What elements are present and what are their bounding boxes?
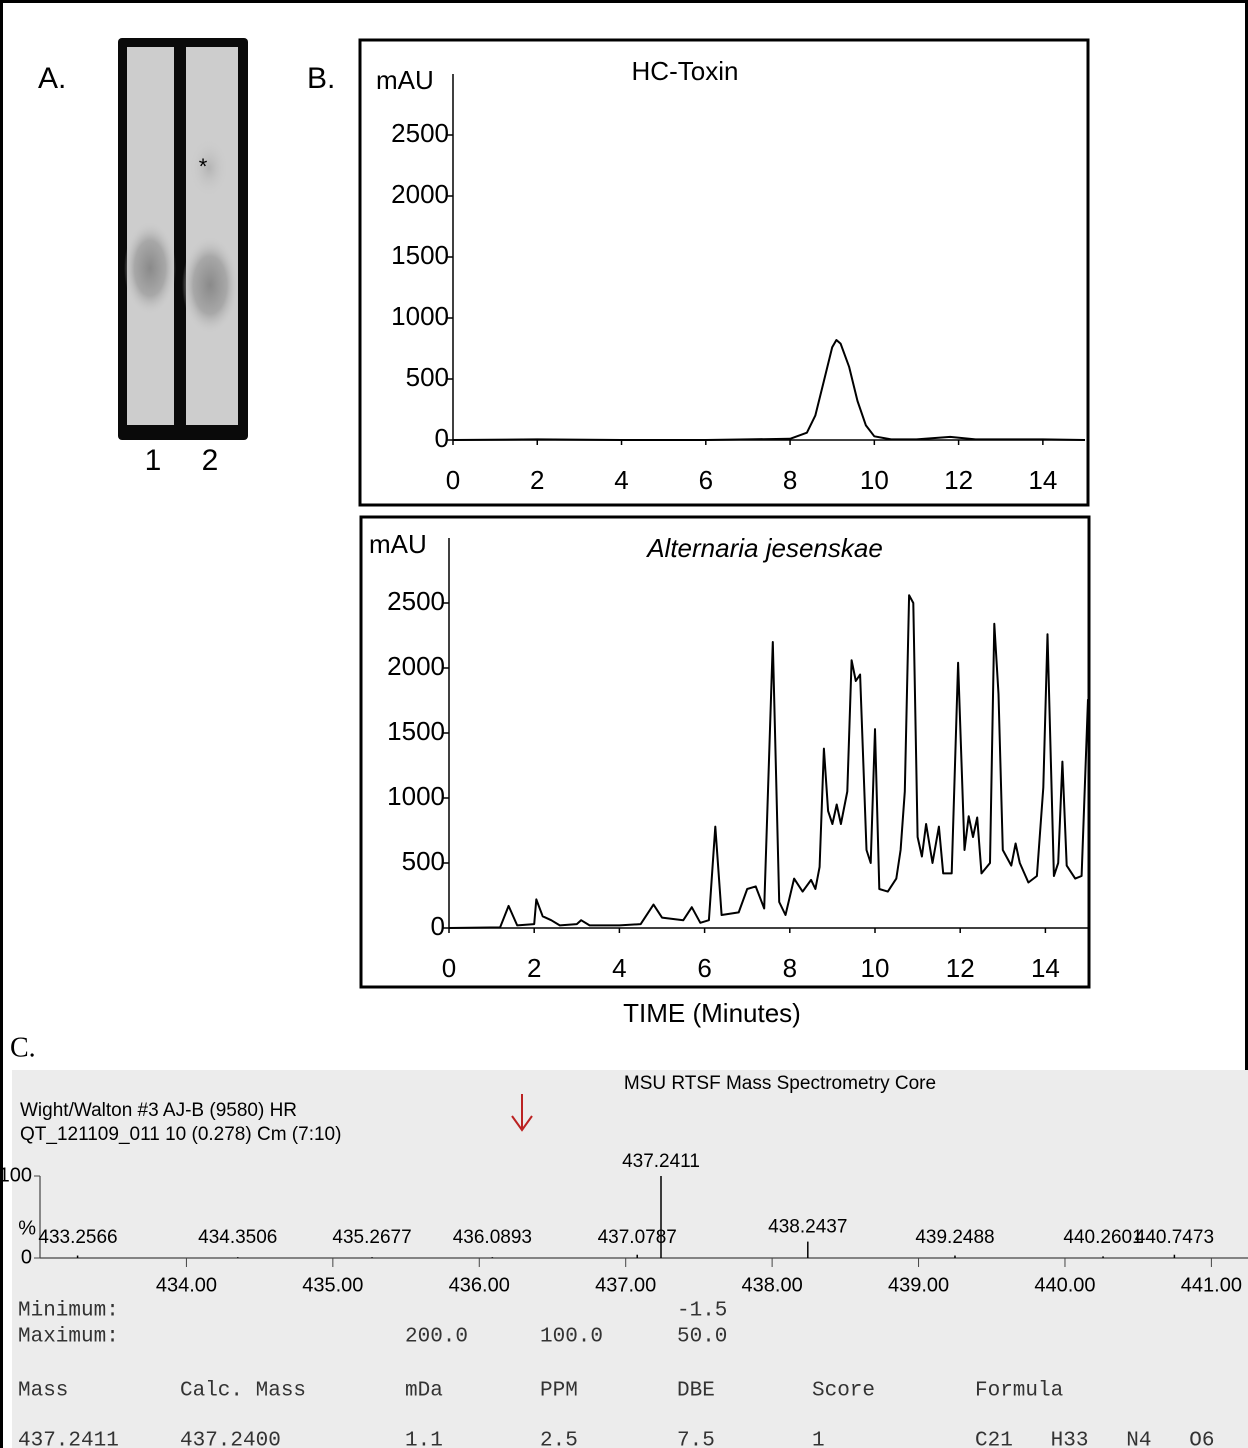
- peak-label: 440.2601: [1063, 1227, 1142, 1248]
- table-header: mDa: [405, 1380, 443, 1403]
- y-tick-label: 0: [431, 911, 445, 941]
- y-tick-label: 2000: [387, 651, 445, 681]
- tlc-plate: [118, 38, 248, 440]
- x-tick-label: 6: [697, 953, 711, 983]
- y-tick-label: 500: [402, 846, 445, 876]
- x-tick-label: 6: [699, 465, 713, 495]
- table-cell: 1.1: [405, 1430, 443, 1448]
- limit-value: -1.5: [677, 1300, 727, 1323]
- chart-title: HC-Toxin: [632, 56, 739, 86]
- spot-mark: *: [199, 154, 208, 179]
- peak-label: 434.3506: [198, 1227, 277, 1248]
- panel-label: C.: [10, 1032, 36, 1063]
- peak-label: 436.0893: [453, 1227, 532, 1248]
- limit-label: Maximum:: [18, 1326, 119, 1349]
- x-axis-label: TIME (Minutes): [623, 998, 801, 1028]
- figure: A. * 1 2 B. C. Minimum: -1.5 Maximum: 200.0…: [0, 0, 1248, 1448]
- x-tick-label: 434.00: [156, 1274, 217, 1296]
- x-tick-label: 14: [1028, 465, 1057, 495]
- chart-frame: [361, 517, 1089, 987]
- table-header: Formula: [975, 1380, 1063, 1403]
- peak-label: 440.7473: [1135, 1227, 1214, 1248]
- table-header: DBE: [677, 1380, 715, 1403]
- table-header: Mass: [18, 1380, 68, 1403]
- x-tick-label: 12: [946, 953, 975, 983]
- peak-label: 437.2411: [622, 1151, 700, 1172]
- subtitle: Wight/Walton #3 AJ-B (9580) HR: [20, 1100, 297, 1121]
- y-tick-label: 2500: [387, 586, 445, 616]
- limit-label: Minimum:: [18, 1300, 119, 1323]
- x-tick-label: 10: [860, 465, 889, 495]
- chart-title: MSU RTSF Mass Spectrometry Core: [624, 1073, 936, 1094]
- x-tick-label: 2: [530, 465, 544, 495]
- lane-label: 1: [145, 444, 162, 477]
- table-cell: 2.5: [540, 1430, 578, 1448]
- lane-label: 2: [202, 444, 219, 477]
- subtitle: QT_121109_011 10 (0.278) Cm (7:10): [20, 1124, 341, 1145]
- y-tick-label: 0: [435, 423, 449, 453]
- peak-label: 435.2677: [332, 1227, 411, 1248]
- x-tick-label: 14: [1031, 953, 1060, 983]
- y-tick-label: 500: [406, 362, 449, 392]
- peak-label: 438.2437: [768, 1217, 847, 1238]
- y-tick-label: 0: [21, 1246, 32, 1268]
- x-tick-label: 438.00: [742, 1274, 803, 1296]
- x-tick-label: 10: [861, 953, 890, 983]
- table-cell: C21 H33 N4 O6: [975, 1430, 1214, 1448]
- trace: [453, 340, 1085, 440]
- x-tick-label: 0: [446, 465, 460, 495]
- table-cell: 437.2400: [180, 1430, 281, 1448]
- peak-label: 433.2566: [38, 1227, 117, 1248]
- y-tick-label: 2000: [391, 179, 449, 209]
- chart-title: Alternaria jesenskae: [645, 533, 883, 563]
- y-axis-label: mAU: [369, 529, 427, 559]
- x-tick-label: 4: [614, 465, 628, 495]
- table-header: Calc. Mass: [180, 1380, 306, 1403]
- x-tick-label: 436.00: [449, 1274, 510, 1296]
- x-tick-label: 0: [442, 953, 456, 983]
- x-tick-label: 12: [944, 465, 973, 495]
- trace: [449, 595, 1088, 928]
- table-cell: 7.5: [677, 1430, 715, 1448]
- y-tick-label: 2500: [391, 118, 449, 148]
- limit-value: 50.0: [677, 1326, 727, 1349]
- x-tick-label: 437.00: [595, 1274, 656, 1296]
- x-tick-label: 8: [783, 953, 797, 983]
- x-tick-label: 441.00: [1181, 1274, 1242, 1296]
- table-header: Score: [812, 1380, 875, 1403]
- x-tick-label: 4: [612, 953, 626, 983]
- y-tick-label: 1000: [387, 781, 445, 811]
- y-tick-label: 100: [0, 1164, 32, 1186]
- table-cell: 1: [812, 1430, 825, 1448]
- peak-label: 437.0787: [598, 1227, 677, 1248]
- limit-value: 200.0: [405, 1326, 468, 1349]
- y-axis-label: %: [18, 1217, 36, 1239]
- table-header: PPM: [540, 1380, 578, 1403]
- panel-label: A.: [38, 62, 66, 95]
- x-tick-label: 439.00: [888, 1274, 949, 1296]
- x-tick-label: 435.00: [302, 1274, 363, 1296]
- limit-value: 100.0: [540, 1326, 603, 1349]
- chart-frame: [360, 40, 1088, 505]
- y-tick-label: 1500: [387, 716, 445, 746]
- peak-label: 439.2488: [915, 1227, 994, 1248]
- y-tick-label: 1500: [391, 240, 449, 270]
- x-tick-label: 440.00: [1034, 1274, 1095, 1296]
- x-tick-label: 8: [783, 465, 797, 495]
- y-axis-label: mAU: [376, 65, 434, 95]
- x-tick-label: 2: [527, 953, 541, 983]
- panel-label: B.: [307, 62, 335, 95]
- table-cell: 437.2411: [18, 1430, 119, 1448]
- y-tick-label: 1000: [391, 301, 449, 331]
